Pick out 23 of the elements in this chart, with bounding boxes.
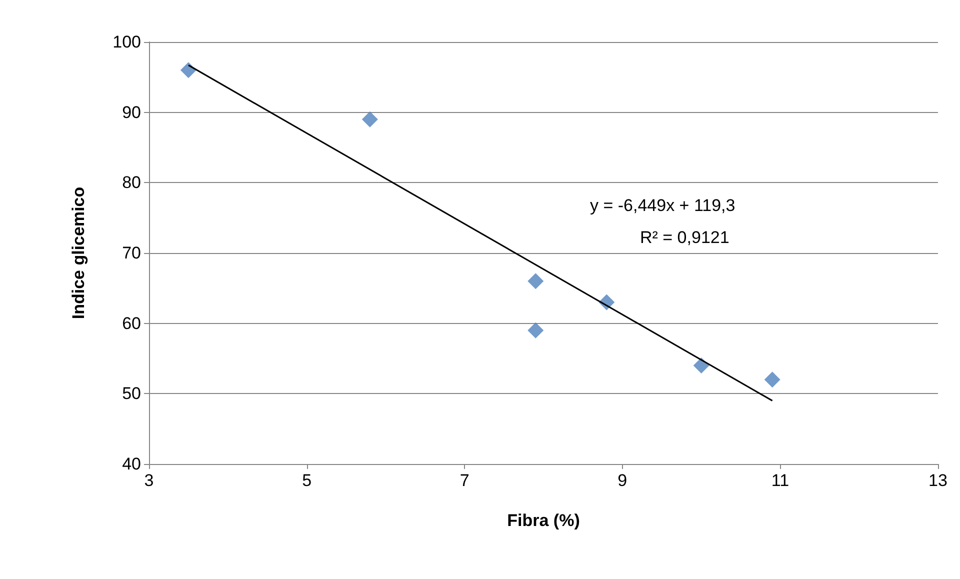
point bbox=[362, 111, 378, 128]
y-tick-label: 40 bbox=[122, 454, 141, 474]
y-axis-title: Indice glicemico bbox=[69, 186, 88, 320]
x-tick-label: 11 bbox=[771, 471, 790, 490]
x-tick-label: 13 bbox=[928, 471, 948, 490]
x-tick-label: 5 bbox=[302, 471, 312, 490]
y-tick-label: 70 bbox=[122, 244, 141, 262]
x-tick-label: 3 bbox=[144, 471, 154, 490]
point bbox=[764, 372, 780, 388]
annotation: y = -6,449x + 119,3 bbox=[590, 196, 736, 215]
point bbox=[528, 322, 544, 338]
x-axis-title: Fibra (%) bbox=[507, 511, 580, 530]
x-tick-label: 9 bbox=[618, 471, 628, 490]
y-tick-label: 100 bbox=[112, 32, 141, 52]
point bbox=[693, 358, 710, 374]
y-tick-label: 50 bbox=[122, 384, 141, 404]
point bbox=[180, 62, 196, 78]
y-tick-label: 90 bbox=[122, 102, 141, 122]
y-tick-label: 60 bbox=[122, 314, 141, 333]
annotation: R² = 0,9121 bbox=[640, 228, 730, 247]
x-tick-label: 7 bbox=[460, 471, 470, 490]
point bbox=[528, 273, 544, 290]
y-tick-label: 80 bbox=[122, 173, 141, 192]
